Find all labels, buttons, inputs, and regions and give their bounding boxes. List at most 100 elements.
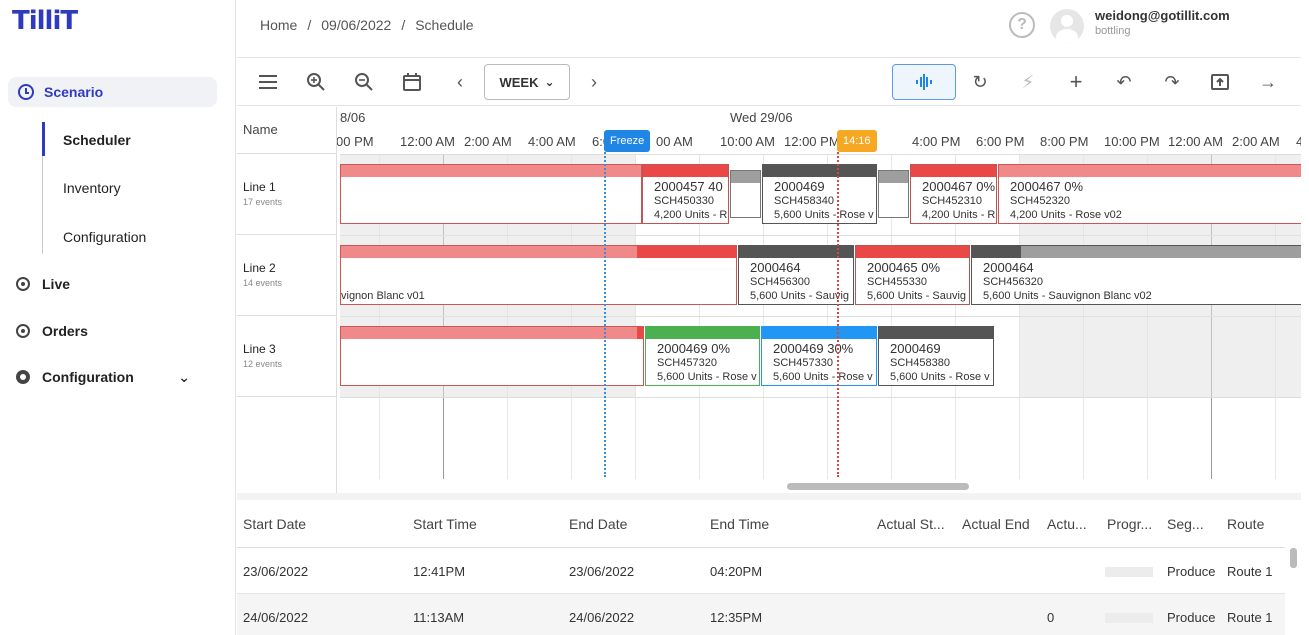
gantt-bar[interactable] bbox=[340, 326, 644, 386]
gantt-row-line-2[interactable]: Line 2 14 events bbox=[237, 235, 337, 316]
bar-schedule: SCH455330 bbox=[867, 276, 927, 288]
arrow-right-icon: → bbox=[1259, 71, 1277, 92]
freeze-marker[interactable]: Freeze bbox=[604, 130, 651, 152]
chevron-left-icon: ‹ bbox=[457, 71, 463, 92]
subnav-item-inventory[interactable]: Inventory bbox=[63, 180, 121, 196]
column-header[interactable]: Start Time bbox=[413, 516, 477, 532]
gantt-bar[interactable]: 2000465 0% SCH455330 5,600 Units - Sauvi… bbox=[855, 245, 970, 305]
zoom-out-button[interactable] bbox=[352, 70, 376, 94]
chevron-right-icon: › bbox=[591, 71, 597, 92]
subnav-item-scheduler[interactable]: Scheduler bbox=[63, 132, 131, 148]
publish-button[interactable] bbox=[1208, 70, 1232, 94]
sidebar-item-orders[interactable]: Orders bbox=[16, 323, 206, 339]
column-header[interactable]: Start Date bbox=[243, 516, 307, 532]
gantt-bar[interactable]: 2000457 40 SCH450330 4,200 Units - R bbox=[642, 164, 729, 224]
panel-divider[interactable] bbox=[237, 493, 1301, 500]
gantt-bar[interactable]: 2000469 0% SCH457320 5,600 Units - Rose … bbox=[645, 326, 760, 386]
gantt-bar[interactable]: vignon Blanc v01 bbox=[340, 245, 737, 305]
current-time-line bbox=[837, 137, 839, 477]
time-tick-label: 4:00 AM bbox=[528, 134, 576, 149]
user-role: bottling bbox=[1095, 25, 1131, 37]
subnav-item-configuration[interactable]: Configuration bbox=[63, 229, 147, 245]
optimize-button[interactable]: ⚡ bbox=[1016, 70, 1040, 94]
gantt-timeline[interactable]: 8/06 Wed 29/06 00 PM 12:00 AM 2:00 AM 4:00 … bbox=[336, 107, 1301, 493]
time-tick-label: 00 AM bbox=[656, 134, 693, 149]
refresh-button[interactable]: ↻ bbox=[968, 70, 992, 94]
active-indicator bbox=[42, 122, 45, 156]
gantt-bar[interactable]: 2000469 30% SCH457330 5,600 Units - Rose… bbox=[761, 326, 877, 386]
column-header[interactable]: Actual End bbox=[962, 516, 1030, 532]
time-tick-label: 6:00 PM bbox=[976, 134, 1025, 149]
column-header[interactable]: Seg... bbox=[1167, 516, 1204, 532]
menu-icon bbox=[259, 75, 277, 89]
time-tick-label: 12:00 PM bbox=[784, 134, 840, 149]
vertical-scrollbar[interactable] bbox=[1290, 548, 1297, 568]
sidebar-item-configuration[interactable]: Configuration ⌄ bbox=[16, 369, 206, 385]
timeline-focus-button[interactable] bbox=[892, 64, 956, 100]
gantt-bar[interactable]: 2000464 SCH456300 5,600 Units - Sauvig bbox=[738, 245, 854, 305]
time-tick-label: 8:00 PM bbox=[1040, 134, 1089, 149]
cell-start-time: 12:41PM bbox=[413, 564, 466, 579]
gantt-row-line-3[interactable]: Line 3 12 events bbox=[237, 316, 337, 397]
calendar-button[interactable] bbox=[400, 70, 424, 94]
next-button[interactable]: › bbox=[582, 70, 606, 94]
time-tick-label: 4:0 bbox=[1296, 134, 1301, 149]
redo-button[interactable]: ↷ bbox=[1160, 70, 1184, 94]
help-icon[interactable]: ? bbox=[1009, 12, 1035, 38]
events-table: Start Date Start Time End Date End Time … bbox=[237, 500, 1285, 635]
line-event-count: 14 events bbox=[243, 278, 283, 288]
refresh-icon: ↻ bbox=[972, 71, 988, 92]
table-row[interactable]: 24/06/2022 11:13AM 24/06/2022 12:35PM 0 … bbox=[237, 594, 1285, 635]
gantt-bar[interactable]: 2000469 SCH458380 5,600 Units - Rose v bbox=[878, 326, 994, 386]
bar-units: 4,200 Units - R bbox=[654, 209, 728, 221]
bar-order: 2000469 bbox=[774, 179, 825, 194]
horizontal-scrollbar[interactable] bbox=[787, 483, 969, 490]
chevron-down-icon[interactable]: ⌄ bbox=[178, 369, 190, 385]
line-event-count: 12 events bbox=[243, 359, 283, 369]
top-header: Home / 09/06/2022 / Schedule ? weidong@g… bbox=[237, 0, 1301, 58]
column-header[interactable]: Actual St... bbox=[877, 516, 945, 532]
bar-schedule: SCH456320 bbox=[983, 276, 1043, 288]
bar-units: 5,600 Units - Sauvig bbox=[867, 290, 967, 302]
sidebar-item-live[interactable]: Live bbox=[16, 276, 206, 292]
bar-schedule: SCH450330 bbox=[654, 195, 714, 207]
gantt-bar[interactable]: 2000464 SCH456320 5,600 Units - Sauvigno… bbox=[971, 245, 1301, 305]
breadcrumb-date[interactable]: 09/06/2022 bbox=[321, 17, 392, 33]
forward-button[interactable]: → bbox=[1256, 70, 1280, 94]
view-select-value: WEEK bbox=[499, 74, 539, 90]
bar-order: 2000469 0% bbox=[657, 341, 731, 356]
time-tick-label: 00 PM bbox=[336, 134, 374, 149]
gantt-bar[interactable]: 2000467 0% SCH452310 4,200 Units - R bbox=[910, 164, 997, 224]
clock-icon bbox=[18, 84, 34, 100]
add-button[interactable]: + bbox=[1064, 69, 1088, 94]
menu-button[interactable] bbox=[256, 70, 280, 94]
column-header[interactable]: End Date bbox=[569, 516, 628, 532]
bar-schedule: SCH456300 bbox=[750, 276, 810, 288]
breadcrumb-home[interactable]: Home bbox=[260, 17, 298, 33]
gantt-bar[interactable] bbox=[340, 164, 642, 224]
zoom-in-button[interactable] bbox=[304, 70, 328, 94]
view-select[interactable]: WEEK ⌄ bbox=[484, 64, 570, 100]
breadcrumb-separator: / bbox=[307, 17, 312, 33]
bar-schedule: SCH457320 bbox=[657, 357, 717, 369]
previous-button[interactable]: ‹ bbox=[448, 70, 472, 94]
bar-schedule: SCH458380 bbox=[890, 357, 950, 369]
bar-order: 2000464 bbox=[983, 260, 1034, 275]
gantt-bar[interactable]: 2000467 0% SCH452320 4,200 Units - Rose … bbox=[998, 164, 1301, 224]
tillit-logo[interactable]: TilliT bbox=[12, 6, 78, 36]
gantt-bar[interactable] bbox=[878, 170, 909, 218]
sidebar-item-label: Scenario bbox=[44, 84, 104, 100]
table-row[interactable]: 23/06/2022 12:41PM 23/06/2022 04:20PM Pr… bbox=[237, 548, 1285, 594]
undo-button[interactable]: ↶ bbox=[1112, 70, 1136, 94]
sidebar-item-scenario[interactable]: Scenario bbox=[8, 77, 217, 107]
gantt-bar[interactable]: 2000469 SCH458340 5,600 Units - Rose v bbox=[762, 164, 877, 224]
gantt-row-line-1[interactable]: Line 1 17 events bbox=[237, 154, 337, 235]
column-header[interactable]: Route bbox=[1227, 516, 1265, 532]
gantt-bar[interactable] bbox=[730, 170, 761, 218]
bar-order: 2000469 30% bbox=[773, 341, 854, 356]
column-header[interactable]: End Time bbox=[710, 516, 770, 532]
avatar[interactable] bbox=[1050, 9, 1084, 43]
column-header[interactable]: Progr... bbox=[1107, 516, 1153, 532]
gantt-chart: Name Line 1 17 events Line 2 14 events L… bbox=[237, 107, 1301, 493]
column-header[interactable]: Actu... bbox=[1047, 516, 1087, 532]
